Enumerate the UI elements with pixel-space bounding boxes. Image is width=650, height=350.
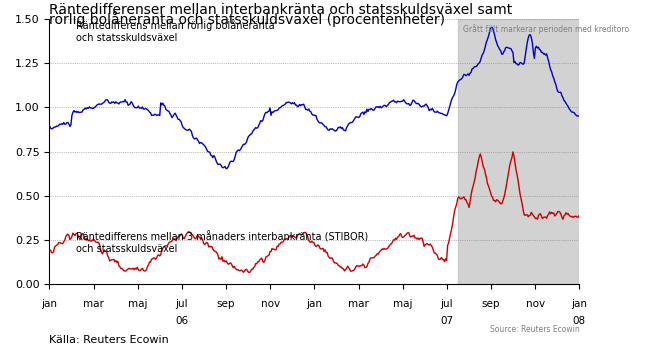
Text: Räntedifferens mellan rörlig bolåneränta
och statsskuldsväxel: Räntedifferens mellan rörlig bolåneränta… (76, 19, 274, 42)
Text: mar: mar (83, 299, 104, 309)
Text: sep: sep (217, 299, 235, 309)
Text: jan: jan (306, 299, 322, 309)
Text: jan: jan (571, 299, 588, 309)
Text: 08: 08 (573, 316, 586, 326)
Text: Räntedifferenser mellan interbankränta och statsskuldsväxel samt: Räntedifferenser mellan interbankränta o… (49, 3, 513, 17)
Text: maj: maj (393, 299, 413, 309)
Text: Grått fält markerar perioden med kreditoro: Grått fält markerar perioden med kredito… (463, 24, 629, 34)
Text: Källa: Reuters Ecowin: Källa: Reuters Ecowin (49, 335, 169, 345)
Text: maj: maj (128, 299, 148, 309)
Text: Räntedifferens mellan 3 månaders interbankränta (STIBOR)
och statsskuldsväxel: Räntedifferens mellan 3 månaders interba… (76, 231, 368, 254)
Text: rörlig bolåneränta och statsskuldsväxel (procentenheter): rörlig bolåneränta och statsskuldsväxel … (49, 11, 445, 27)
Text: mar: mar (348, 299, 369, 309)
Text: nov: nov (526, 299, 545, 309)
Text: nov: nov (261, 299, 280, 309)
Text: jul: jul (176, 299, 188, 309)
Text: Source: Reuters Ecowin: Source: Reuters Ecowin (489, 325, 579, 334)
Text: 06: 06 (176, 316, 188, 326)
Bar (458, 19, 579, 285)
Text: sep: sep (482, 299, 500, 309)
Text: jan: jan (42, 299, 57, 309)
Text: 07: 07 (440, 316, 454, 326)
Text: jul: jul (441, 299, 453, 309)
